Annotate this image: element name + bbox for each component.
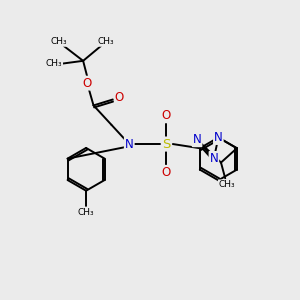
Text: N: N xyxy=(214,131,223,144)
Text: CH₃: CH₃ xyxy=(46,59,62,68)
Text: S: S xyxy=(162,138,170,151)
Text: N: N xyxy=(209,152,218,165)
Text: CH₃: CH₃ xyxy=(50,37,67,46)
Text: CH₃: CH₃ xyxy=(98,37,115,46)
Text: O: O xyxy=(162,109,171,122)
Text: CH₃: CH₃ xyxy=(219,180,235,189)
Text: O: O xyxy=(82,76,91,90)
Text: O: O xyxy=(115,92,124,104)
Text: N: N xyxy=(193,133,202,146)
Text: O: O xyxy=(162,166,171,179)
Text: CH₃: CH₃ xyxy=(78,208,94,217)
Text: N: N xyxy=(125,138,134,151)
